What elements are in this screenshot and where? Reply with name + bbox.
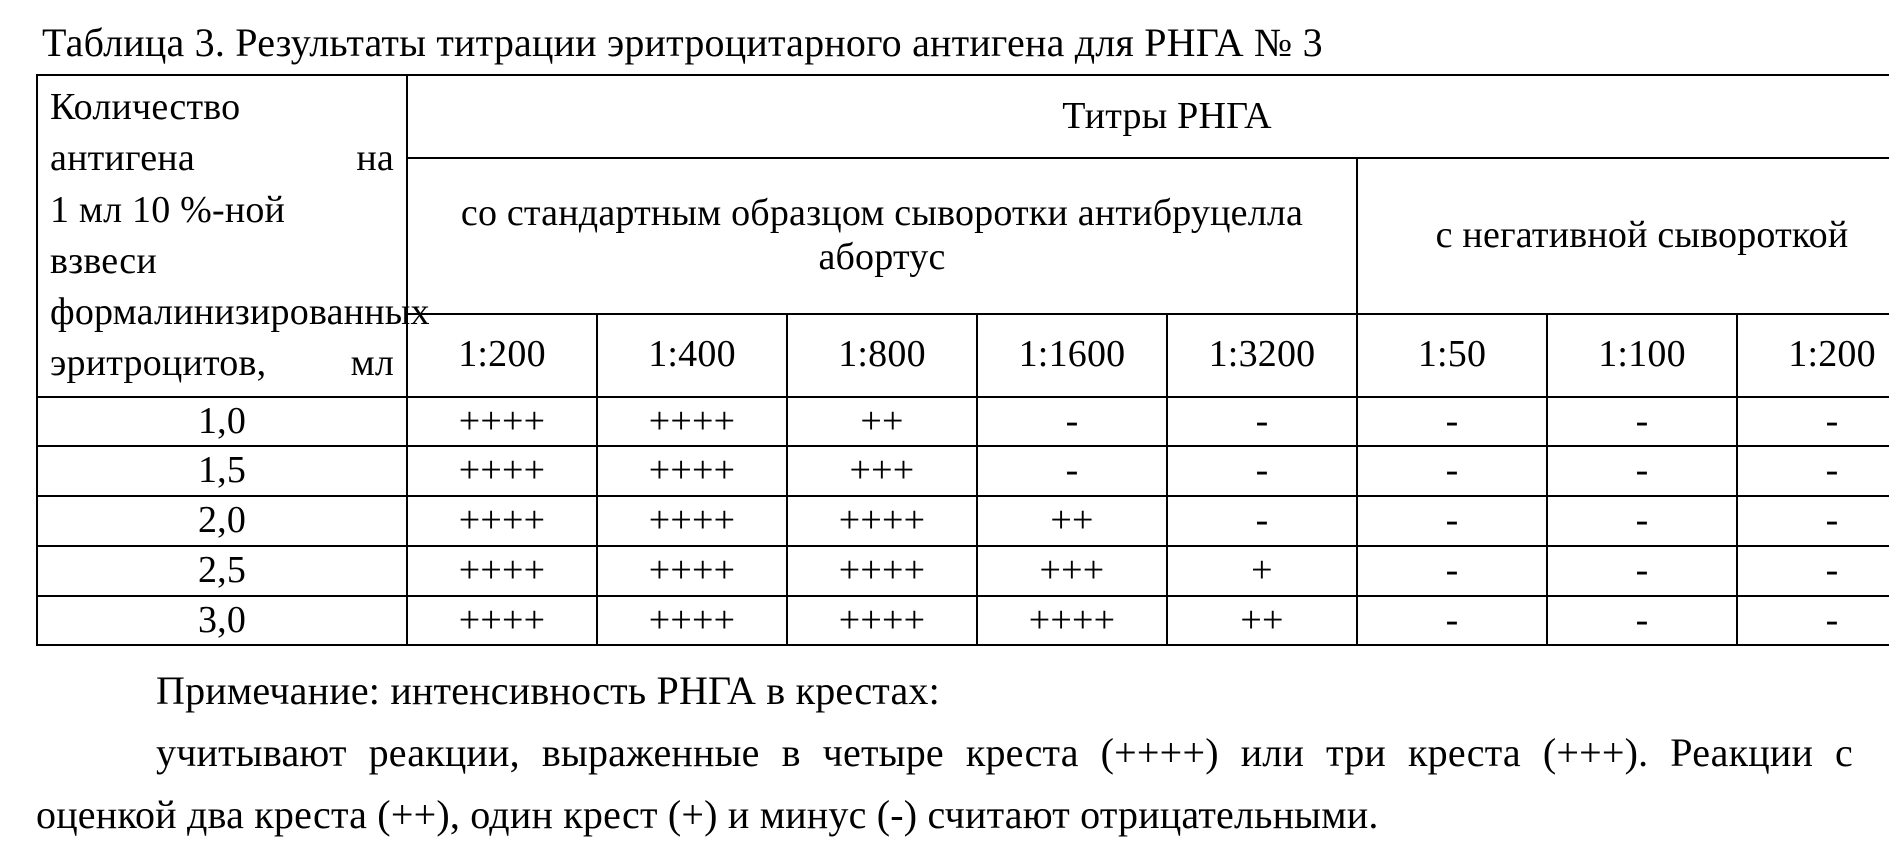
result-cell: +++	[977, 546, 1167, 596]
header-standard-serum: со стандартным образцом сыворотки антибр…	[407, 158, 1357, 314]
result-cell: -	[1357, 546, 1547, 596]
dilution-header: 1:1600	[977, 314, 1167, 397]
dilution-header: 1:50	[1357, 314, 1547, 397]
result-cell: -	[977, 397, 1167, 447]
result-cell: +	[1167, 546, 1357, 596]
document-page: Таблица 3. Результаты титрации эритроцит…	[0, 0, 1889, 757]
dilution-header: 1:3200	[1167, 314, 1357, 397]
result-cell: -	[1547, 596, 1737, 646]
row-header-line: формалинизированных	[50, 291, 430, 333]
result-cell: -	[1167, 446, 1357, 496]
result-cell: ++	[977, 496, 1167, 546]
dose-cell: 2,0	[37, 496, 407, 546]
result-cell: -	[1547, 496, 1737, 546]
result-cell: -	[1357, 446, 1547, 496]
table-row: 2,0 ++++ ++++ ++++ ++ - - - -	[37, 496, 1889, 546]
header-titers: Титры РНГА	[407, 75, 1889, 158]
result-cell: -	[1357, 596, 1547, 646]
dilution-header: 1:100	[1547, 314, 1737, 397]
result-cell: ++++	[597, 397, 787, 447]
footnote: Примечание: интенсивность РНГА в крестах…	[36, 660, 1853, 846]
result-cell: ++++	[597, 446, 787, 496]
result-cell: ++++	[597, 496, 787, 546]
result-cell: ++++	[407, 596, 597, 646]
result-cell: -	[1357, 496, 1547, 546]
table-row: 1,5 ++++ ++++ +++ - - - - -	[37, 446, 1889, 496]
result-cell: ++++	[597, 546, 787, 596]
table-caption: Таблица 3. Результаты титрации эритроцит…	[42, 18, 1853, 68]
result-cell: ++++	[787, 546, 977, 596]
table-row: 1,0 ++++ ++++ ++ - - - - -	[37, 397, 1889, 447]
result-cell: -	[1737, 446, 1889, 496]
row-header-line: эритроцитов, мл	[50, 342, 394, 384]
table-row: 3,0 ++++ ++++ ++++ ++++ ++ - - -	[37, 596, 1889, 646]
result-cell: ++++	[407, 496, 597, 546]
result-cell: -	[1547, 397, 1737, 447]
dose-cell: 1,5	[37, 446, 407, 496]
header-negative-serum: с негативной сывороткой	[1357, 158, 1889, 314]
result-cell: -	[1547, 546, 1737, 596]
result-cell: ++++	[977, 596, 1167, 646]
result-cell: -	[977, 446, 1167, 496]
result-cell: -	[1737, 546, 1889, 596]
dilution-header: 1:200	[1737, 314, 1889, 397]
result-cell: ++++	[787, 596, 977, 646]
titration-table: Количество антигена на 1 мл 10 %-ной взв…	[36, 74, 1889, 646]
result-cell: -	[1737, 496, 1889, 546]
row-header-line: 1 мл 10 %-ной взвеси	[50, 189, 285, 282]
result-cell: ++	[787, 397, 977, 447]
result-cell: ++++	[407, 397, 597, 447]
result-cell: -	[1737, 397, 1889, 447]
dilution-header: 1:800	[787, 314, 977, 397]
result-cell: -	[1167, 397, 1357, 447]
dilution-header: 1:200	[407, 314, 597, 397]
result-cell: +++	[787, 446, 977, 496]
dose-cell: 3,0	[37, 596, 407, 646]
result-cell: ++++	[597, 596, 787, 646]
table-row: 2,5 ++++ ++++ ++++ +++ + - - -	[37, 546, 1889, 596]
dose-cell: 1,0	[37, 397, 407, 447]
result-cell: ++++	[407, 546, 597, 596]
result-cell: -	[1167, 496, 1357, 546]
dilution-header: 1:400	[597, 314, 787, 397]
footnote-line: учитывают реакции, выраженные в четыре к…	[36, 722, 1853, 846]
result-cell: -	[1547, 446, 1737, 496]
result-cell: -	[1357, 397, 1547, 447]
footnote-line: Примечание: интенсивность РНГА в крестах…	[36, 660, 1853, 722]
result-cell: -	[1737, 596, 1889, 646]
row-header: Количество антигена на 1 мл 10 %-ной взв…	[37, 75, 407, 397]
result-cell: ++	[1167, 596, 1357, 646]
result-cell: ++++	[407, 446, 597, 496]
row-header-line: Количество антигена на	[50, 86, 394, 179]
dose-cell: 2,5	[37, 546, 407, 596]
result-cell: ++++	[787, 496, 977, 546]
